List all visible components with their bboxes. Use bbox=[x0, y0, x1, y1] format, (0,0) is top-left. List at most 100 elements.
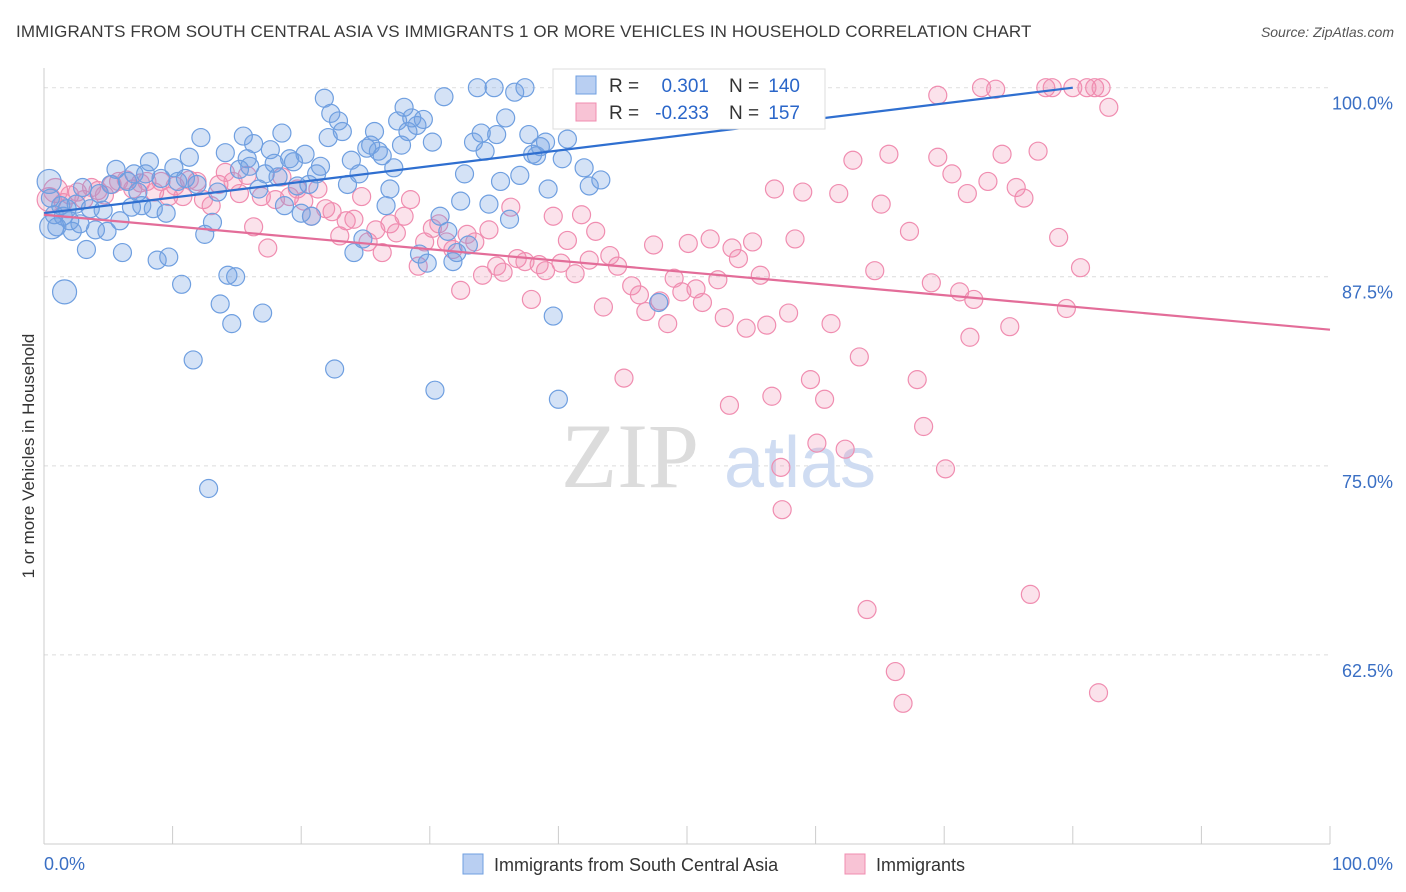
blue-point bbox=[479, 194, 499, 214]
blue-point bbox=[467, 78, 487, 98]
blue-point bbox=[328, 111, 349, 131]
blue-point bbox=[579, 176, 599, 196]
pink-point bbox=[451, 280, 471, 300]
pink-point bbox=[914, 416, 934, 437]
legend-pink-r-label: R = bbox=[609, 103, 639, 124]
watermark-zip: ZIP bbox=[561, 405, 699, 507]
blue-point bbox=[156, 203, 176, 223]
legend-pink-n-label: N = bbox=[729, 103, 759, 124]
blue-point bbox=[484, 78, 504, 98]
pink-point bbox=[815, 389, 835, 409]
blue-point bbox=[515, 78, 535, 98]
blue-point bbox=[332, 121, 352, 142]
watermark-atlas: atlas bbox=[724, 423, 876, 503]
blue-point bbox=[139, 152, 160, 172]
pink-point bbox=[543, 206, 563, 226]
blue-point bbox=[187, 174, 207, 195]
y-axis-title: 1 or more Vehicles in Household bbox=[19, 334, 38, 579]
pink-point bbox=[807, 433, 827, 453]
pink-point bbox=[1091, 78, 1111, 98]
pink-point bbox=[978, 171, 998, 192]
pink-point bbox=[907, 370, 927, 390]
pink-point bbox=[971, 78, 992, 98]
pink-point bbox=[778, 303, 799, 323]
axes bbox=[43, 68, 1331, 845]
blue-point bbox=[548, 389, 569, 409]
pink-point bbox=[899, 221, 920, 241]
pink-point bbox=[672, 282, 692, 302]
blue-point bbox=[425, 380, 445, 400]
pink-point bbox=[762, 386, 782, 406]
blue-point bbox=[244, 134, 264, 154]
legend-swatch-pink bbox=[575, 102, 597, 122]
pink-point bbox=[849, 347, 869, 367]
pink-point bbox=[829, 183, 849, 204]
chart-title: IMMIGRANTS FROM SOUTH CENTRAL ASIA VS IM… bbox=[16, 22, 1032, 41]
blue-point bbox=[39, 214, 65, 240]
pink-point bbox=[942, 164, 962, 184]
blue-point bbox=[364, 121, 385, 142]
blue-point bbox=[394, 97, 414, 117]
pink-point bbox=[614, 368, 634, 388]
blue-point bbox=[268, 167, 288, 187]
blue-point bbox=[454, 164, 475, 184]
blue-point bbox=[51, 279, 78, 305]
pink-point bbox=[352, 186, 372, 207]
blue-point bbox=[191, 127, 211, 148]
blue-point bbox=[272, 123, 292, 143]
pink-point bbox=[457, 224, 477, 244]
blue-point bbox=[505, 82, 525, 102]
pink-point bbox=[1088, 683, 1109, 703]
pink-point bbox=[871, 194, 891, 214]
pink-point bbox=[1056, 298, 1076, 319]
pink-point bbox=[700, 229, 720, 249]
pink-point bbox=[800, 370, 821, 390]
pink-point bbox=[372, 242, 392, 263]
pink-point bbox=[336, 211, 356, 231]
pink-point bbox=[742, 232, 763, 252]
blue-point bbox=[183, 350, 203, 370]
bottom-legend-swatch-blue bbox=[462, 853, 484, 875]
pink-point bbox=[322, 202, 342, 222]
pink-point bbox=[1020, 584, 1040, 605]
pink-point bbox=[629, 285, 650, 305]
legend-blue-r-label: R = bbox=[609, 76, 639, 97]
blue-point bbox=[168, 171, 188, 192]
y-tick-label: 75.0% bbox=[1342, 472, 1393, 492]
pink-point bbox=[728, 248, 749, 269]
y-tick-label: 62.5% bbox=[1342, 661, 1393, 681]
legend-swatch-blue bbox=[575, 75, 597, 95]
blue-point bbox=[310, 156, 331, 176]
pink-point bbox=[821, 314, 841, 334]
pink-point bbox=[714, 307, 734, 328]
legend-blue-n-label: N = bbox=[729, 76, 759, 97]
blue-point bbox=[384, 158, 404, 178]
blue-point bbox=[543, 306, 563, 326]
pink-point bbox=[793, 182, 813, 202]
pink-point bbox=[722, 238, 742, 258]
blue-point bbox=[159, 247, 179, 267]
pink-point bbox=[1028, 141, 1048, 161]
legend-blue-n-value: 140 bbox=[768, 76, 800, 97]
pink-point bbox=[400, 190, 421, 210]
pink-point bbox=[643, 235, 664, 255]
blue-point bbox=[321, 103, 341, 123]
pink-point bbox=[586, 221, 606, 241]
blue-point bbox=[172, 274, 192, 294]
pink-point bbox=[678, 233, 698, 254]
blue-point bbox=[552, 149, 572, 169]
blue-point bbox=[372, 146, 392, 166]
blue-point bbox=[274, 196, 295, 216]
pink-point bbox=[928, 147, 948, 167]
pink-point bbox=[736, 318, 756, 338]
pink-point bbox=[1000, 317, 1020, 337]
blue-point bbox=[574, 158, 594, 178]
blue-point bbox=[496, 108, 516, 128]
pink-point bbox=[865, 261, 885, 281]
pink-point bbox=[935, 459, 956, 479]
pink-point bbox=[1049, 227, 1069, 248]
blue-point bbox=[135, 164, 156, 184]
y-tick-label: 100.0% bbox=[1332, 94, 1393, 114]
blue-point bbox=[471, 123, 491, 143]
blue-point bbox=[557, 129, 578, 149]
